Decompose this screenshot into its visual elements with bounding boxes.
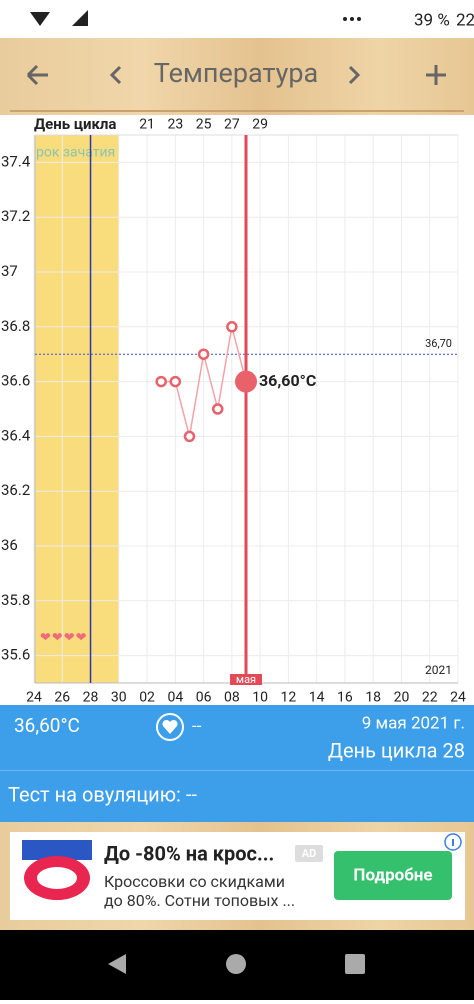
ad-badge: AD [302, 847, 317, 860]
ad-card[interactable]: До -80% на крос... AD Кроссовки со скидк… [10, 832, 465, 920]
x-tick-label: 10 [252, 690, 268, 705]
y-tick-label: 36.2 [1, 481, 30, 499]
nav-recent[interactable] [345, 954, 365, 974]
info-panel: 36,60°C -- 9 мая 2021 г. День цикла 28 Т… [0, 705, 474, 822]
cycle-day-label: 25 [196, 117, 212, 133]
y-tick-label: 37 [1, 262, 18, 280]
x-tick-label: 06 [196, 690, 212, 705]
time: 22 [456, 10, 474, 30]
y-tick-label: 35.6 [1, 646, 30, 664]
divider [0, 770, 474, 771]
cycle-day: День цикла 28 [328, 738, 465, 762]
ad-content: До -80% на крос... AD Кроссовки со скидк… [22, 833, 462, 912]
y-tick-label: 35.8 [1, 591, 30, 609]
x-tick-label: 18 [365, 690, 381, 705]
prev-button[interactable] [109, 65, 122, 85]
battery: 39 % [414, 10, 450, 30]
point [211, 403, 224, 415]
cycle-axis-label: День цикла [34, 115, 116, 133]
cycle-day-label: 23 [167, 117, 183, 133]
date: 9 мая 2021 г. [362, 713, 465, 733]
x-tick-label: 24 [450, 690, 466, 705]
info-content: 36,60°C -- 9 мая 2021 г. День цикла 28 Т… [8, 713, 465, 806]
title: Температура [154, 57, 318, 89]
x-tick-label: 22 [422, 690, 438, 705]
nav-back[interactable] [108, 954, 126, 974]
x-tick-label: 24 [26, 690, 42, 705]
ad-line: до 80%. Сотни топовых ... [104, 891, 295, 910]
x-tick-label: 30 [111, 690, 127, 705]
fertile-window [35, 135, 119, 683]
y-tick-label: 36.4 [1, 426, 31, 444]
y-tick-label: 37.2 [1, 207, 30, 225]
x-tick-label: 02 [139, 690, 155, 705]
nav-icons [108, 954, 365, 974]
ovulation-test[interactable]: Тест на овуляцию: -- [8, 782, 197, 806]
cycle-day-label: 27 [224, 117, 240, 133]
point [197, 348, 210, 360]
point [183, 430, 196, 443]
heart-button[interactable] [156, 713, 184, 741]
x-tick-label: 12 [281, 690, 297, 705]
cycle-day-label: 21 [139, 117, 155, 133]
y-tick-label: 37.4 [1, 152, 31, 170]
month-box [230, 674, 262, 685]
y-tick-label: 36.8 [1, 317, 30, 335]
nav-bar [0, 930, 474, 1000]
next-button[interactable] [348, 65, 361, 85]
back-button[interactable] [26, 64, 48, 86]
selected-label: 36,60°C [259, 371, 316, 390]
header: Температура [0, 38, 474, 115]
x-tick-label: 08 [224, 690, 240, 705]
header-divider [10, 110, 464, 112]
point [155, 375, 167, 388]
chart: День цикла рок зачатия ❤❤❤❤ 24 26 28 30 02 21 04… [0, 115, 474, 705]
heart-value: -- [192, 716, 202, 736]
point [226, 321, 238, 333]
x-tick-label: 14 [309, 690, 325, 705]
x-tick-label: 26 [54, 690, 70, 705]
point [169, 375, 182, 388]
year-label: 2021 [425, 663, 452, 677]
add-button[interactable] [426, 65, 446, 85]
x-tick-label: 28 [83, 690, 99, 705]
cycle-day-label: 29 [252, 117, 268, 133]
month-label: мая [236, 673, 256, 686]
fertile-label: рок зачатия [36, 145, 115, 161]
hearts: ❤❤❤❤ [40, 630, 88, 645]
ad-button-label: Подробне [353, 865, 432, 885]
nav-home[interactable] [226, 954, 246, 974]
ad-button[interactable] [334, 851, 452, 900]
header-bar: Температура [26, 57, 446, 89]
temperature: 36,60°C [14, 714, 80, 737]
cover-line-label: 36,70 [425, 337, 452, 350]
status-bar: 39 % 22 [0, 0, 474, 38]
y-tick-label: 36.6 [1, 372, 30, 390]
y-tick-label: 36 [1, 536, 18, 554]
x-tick-label: 04 [167, 690, 183, 705]
status-icons: 39 % 22 [30, 10, 474, 30]
ad-title: До -80% на крос... [104, 841, 274, 865]
x-tick-label: 16 [337, 690, 353, 705]
selected-point [235, 370, 257, 393]
x-tick-label: 20 [394, 690, 410, 705]
ad-line: Кроссовки со скидками [104, 872, 285, 891]
